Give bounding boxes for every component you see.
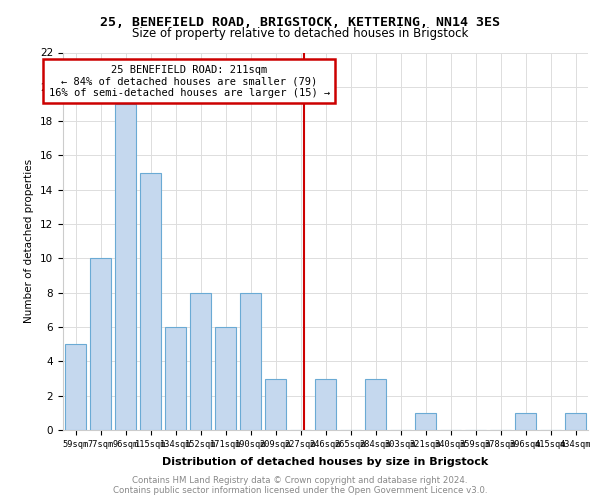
X-axis label: Distribution of detached houses by size in Brigstock: Distribution of detached houses by size … [163,457,488,467]
Text: Contains HM Land Registry data © Crown copyright and database right 2024.
Contai: Contains HM Land Registry data © Crown c… [113,476,487,495]
Bar [165,327,186,430]
Text: Size of property relative to detached houses in Brigstock: Size of property relative to detached ho… [132,28,468,40]
Bar [190,292,211,430]
Bar [140,172,161,430]
Bar [65,344,86,430]
Text: 25 BENEFIELD ROAD: 211sqm
← 84% of detached houses are smaller (79)
16% of semi-: 25 BENEFIELD ROAD: 211sqm ← 84% of detac… [49,64,330,98]
Bar [415,413,436,430]
Bar [115,104,136,430]
Y-axis label: Number of detached properties: Number of detached properties [25,159,34,324]
Bar [215,327,236,430]
Bar [515,413,536,430]
Bar [265,378,286,430]
Bar [315,378,336,430]
Text: 25, BENEFIELD ROAD, BRIGSTOCK, KETTERING, NN14 3ES: 25, BENEFIELD ROAD, BRIGSTOCK, KETTERING… [100,16,500,29]
Bar [90,258,111,430]
Bar [240,292,261,430]
Bar [365,378,386,430]
Bar [565,413,586,430]
